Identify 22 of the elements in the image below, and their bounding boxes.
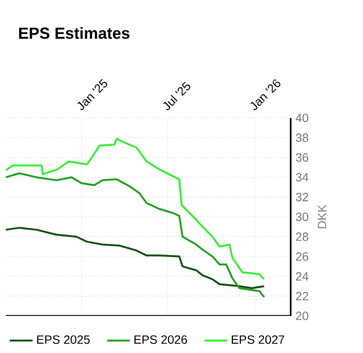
y-axis-title: DKK xyxy=(318,204,326,228)
legend-label: EPS 2027 xyxy=(232,335,284,344)
y-tick-label: 40 xyxy=(296,114,308,122)
y-tick-label: 30 xyxy=(296,212,308,222)
y-tick-label: 26 xyxy=(296,252,308,261)
line-series xyxy=(6,226,266,290)
line-series xyxy=(6,138,266,280)
y-tick-label: 36 xyxy=(296,153,308,162)
legend-label: EPS 2025 xyxy=(37,335,90,344)
chart-title: EPS Estimates xyxy=(19,27,130,39)
y-tick-label: 32 xyxy=(296,192,308,202)
x-tick-label: Jan '25 xyxy=(77,78,108,110)
y-tick-label: 24 xyxy=(296,272,308,280)
x-tick-label: Jul '25 xyxy=(163,82,190,110)
y-tick-label: 20 xyxy=(296,312,308,320)
legend-label: EPS 2026 xyxy=(134,335,187,344)
y-tick-label: 34 xyxy=(296,173,308,182)
y-tick-label: 22 xyxy=(296,292,308,300)
y-tick-label: 28 xyxy=(296,232,308,241)
y-tick-label: 38 xyxy=(296,133,308,142)
line-series xyxy=(6,172,266,298)
x-tick-label: Jan '26 xyxy=(250,80,280,110)
